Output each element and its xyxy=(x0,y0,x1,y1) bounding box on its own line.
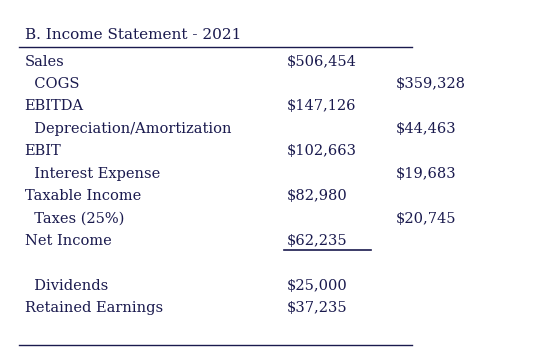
Text: Net Income: Net Income xyxy=(25,234,111,248)
Text: EBITDA: EBITDA xyxy=(25,100,84,113)
Text: $359,328: $359,328 xyxy=(396,77,466,91)
Text: COGS: COGS xyxy=(25,77,79,91)
Text: Retained Earnings: Retained Earnings xyxy=(25,301,163,315)
Text: Taxable Income: Taxable Income xyxy=(25,189,141,203)
Text: EBIT: EBIT xyxy=(25,144,61,158)
Text: Depreciation/Amortization: Depreciation/Amortization xyxy=(25,122,231,136)
Text: B. Income Statement - 2021: B. Income Statement - 2021 xyxy=(25,28,241,42)
Text: Sales: Sales xyxy=(25,55,64,68)
Text: $20,745: $20,745 xyxy=(396,211,456,226)
Text: $82,980: $82,980 xyxy=(287,189,347,203)
Text: $44,463: $44,463 xyxy=(396,122,456,136)
Text: Taxes (25%): Taxes (25%) xyxy=(25,211,124,226)
Text: $19,683: $19,683 xyxy=(396,167,456,181)
Text: $25,000: $25,000 xyxy=(287,279,347,293)
Text: $102,663: $102,663 xyxy=(287,144,356,158)
Text: $37,235: $37,235 xyxy=(287,301,347,315)
Text: Interest Expense: Interest Expense xyxy=(25,167,160,181)
Text: $62,235: $62,235 xyxy=(287,234,347,248)
Text: Dividends: Dividends xyxy=(25,279,108,293)
Text: $147,126: $147,126 xyxy=(287,100,356,113)
Text: $506,454: $506,454 xyxy=(287,55,356,68)
